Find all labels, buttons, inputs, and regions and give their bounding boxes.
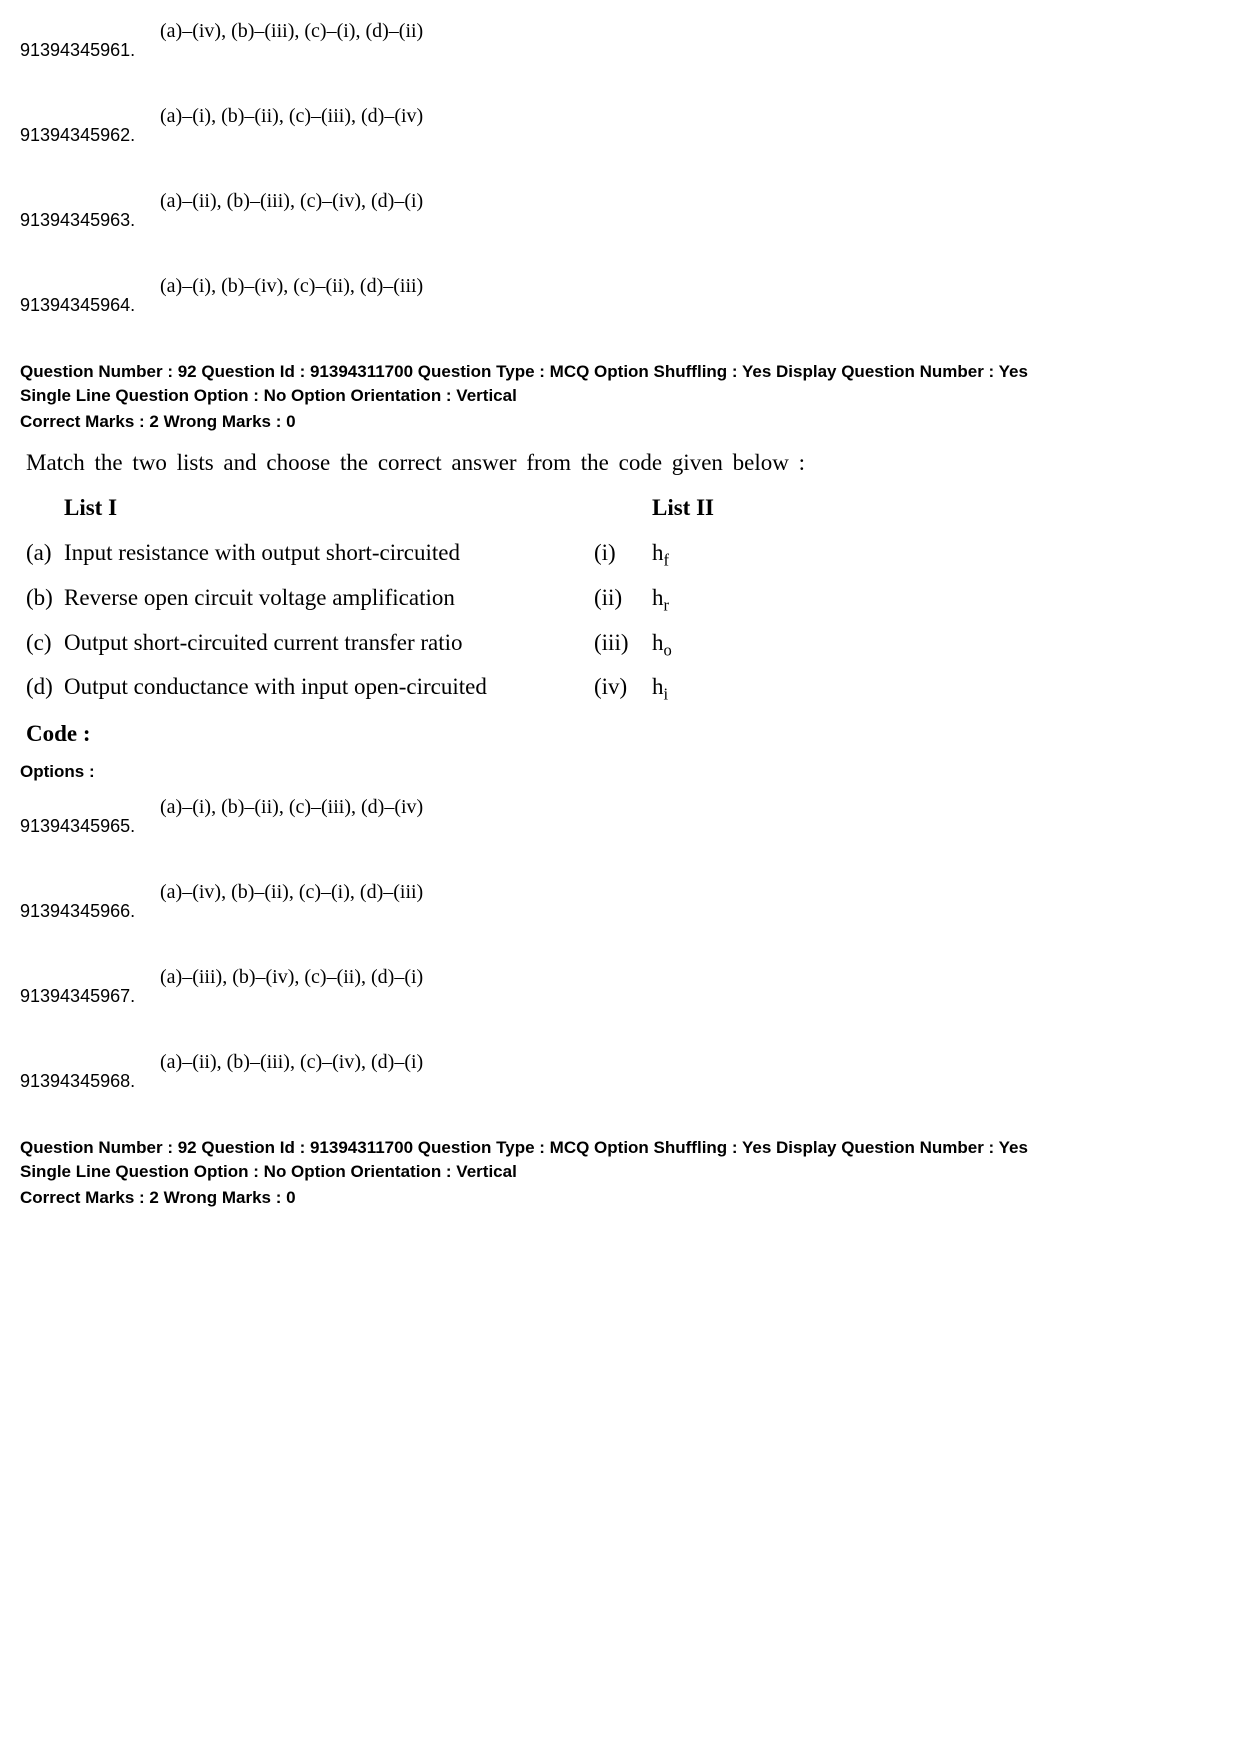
row-label: (d) — [26, 666, 64, 711]
row-desc: Output short-circuited current transfer … — [64, 622, 594, 667]
list-row: (d) Output conductance with input open-c… — [26, 666, 732, 711]
row-desc: Output conductance with input open-circu… — [64, 666, 594, 711]
marks-line: Correct Marks : 2 Wrong Marks : 0 — [20, 412, 1220, 432]
row-desc: Input resistance with output short-circu… — [64, 532, 594, 577]
option-id: 91394345961. — [20, 40, 160, 61]
match-lists-table: List I List II (a) Input resistance with… — [26, 487, 732, 711]
option-id: 91394345968. — [20, 1071, 160, 1092]
option-id: 91394345967. — [20, 986, 160, 1007]
option-id: 91394345962. — [20, 125, 160, 146]
marks-line: Correct Marks : 2 Wrong Marks : 0 — [20, 1188, 1220, 1208]
row-label: (a) — [26, 532, 64, 577]
option-row: 91394345961. (a)–(iv), (b)–(iii), (c)–(i… — [20, 20, 1220, 61]
row-symbol: hi — [652, 666, 732, 711]
answer-options-block: 91394345965. (a)–(i), (b)–(ii), (c)–(iii… — [20, 796, 1220, 1092]
row-roman: (ii) — [594, 577, 652, 622]
option-row: 91394345966. (a)–(iv), (b)–(ii), (c)–(i)… — [20, 881, 1220, 922]
option-text: (a)–(iii), (b)–(iv), (c)–(ii), (d)–(i) — [160, 966, 423, 1007]
list-row: (a) Input resistance with output short-c… — [26, 532, 732, 577]
row-symbol: ho — [652, 622, 732, 667]
list-row: (b) Reverse open circuit voltage amplifi… — [26, 577, 732, 622]
option-text: (a)–(ii), (b)–(iii), (c)–(iv), (d)–(i) — [160, 190, 423, 231]
meta-line-2: Single Line Question Option : No Option … — [20, 1162, 517, 1181]
option-text: (a)–(i), (b)–(iv), (c)–(ii), (d)–(iii) — [160, 275, 423, 316]
list-header-row: List I List II — [26, 487, 732, 532]
row-roman: (i) — [594, 532, 652, 577]
option-row: 91394345965. (a)–(i), (b)–(ii), (c)–(iii… — [20, 796, 1220, 837]
option-id: 91394345963. — [20, 210, 160, 231]
top-options-block: 91394345961. (a)–(iv), (b)–(iii), (c)–(i… — [20, 20, 1220, 316]
question-intro: Match the two lists and choose the corre… — [26, 446, 1220, 479]
option-text: (a)–(iv), (b)–(iii), (c)–(i), (d)–(ii) — [160, 20, 423, 61]
option-row: 91394345964. (a)–(i), (b)–(iv), (c)–(ii)… — [20, 275, 1220, 316]
question-body: Match the two lists and choose the corre… — [20, 446, 1220, 750]
meta-line-2: Single Line Question Option : No Option … — [20, 386, 517, 405]
meta-line-1: Question Number : 92 Question Id : 91394… — [20, 1138, 1028, 1157]
list-row: (c) Output short-circuited current trans… — [26, 622, 732, 667]
option-row: 91394345963. (a)–(ii), (b)–(iii), (c)–(i… — [20, 190, 1220, 231]
row-desc: Reverse open circuit voltage amplificati… — [64, 577, 594, 622]
meta-line-1: Question Number : 92 Question Id : 91394… — [20, 362, 1028, 381]
row-label: (b) — [26, 577, 64, 622]
list1-header: List I — [64, 487, 594, 532]
row-label: (c) — [26, 622, 64, 667]
option-row: 91394345967. (a)–(iii), (b)–(iv), (c)–(i… — [20, 966, 1220, 1007]
option-id: 91394345965. — [20, 816, 160, 837]
row-symbol: hf — [652, 532, 732, 577]
code-label: Code : — [26, 717, 1220, 750]
options-label: Options : — [20, 762, 1220, 782]
option-row: 91394345968. (a)–(ii), (b)–(iii), (c)–(i… — [20, 1051, 1220, 1092]
option-text: (a)–(i), (b)–(ii), (c)–(iii), (d)–(iv) — [160, 796, 423, 837]
list2-header: List II — [652, 487, 732, 532]
row-roman: (iii) — [594, 622, 652, 667]
option-text: (a)–(i), (b)–(ii), (c)–(iii), (d)–(iv) — [160, 105, 423, 146]
row-symbol: hr — [652, 577, 732, 622]
option-id: 91394345966. — [20, 901, 160, 922]
question-meta: Question Number : 92 Question Id : 91394… — [20, 1136, 1220, 1184]
option-text: (a)–(iv), (b)–(ii), (c)–(i), (d)–(iii) — [160, 881, 423, 922]
row-roman: (iv) — [594, 666, 652, 711]
option-id: 91394345964. — [20, 295, 160, 316]
question-meta: Question Number : 92 Question Id : 91394… — [20, 360, 1220, 408]
option-text: (a)–(ii), (b)–(iii), (c)–(iv), (d)–(i) — [160, 1051, 423, 1092]
option-row: 91394345962. (a)–(i), (b)–(ii), (c)–(iii… — [20, 105, 1220, 146]
